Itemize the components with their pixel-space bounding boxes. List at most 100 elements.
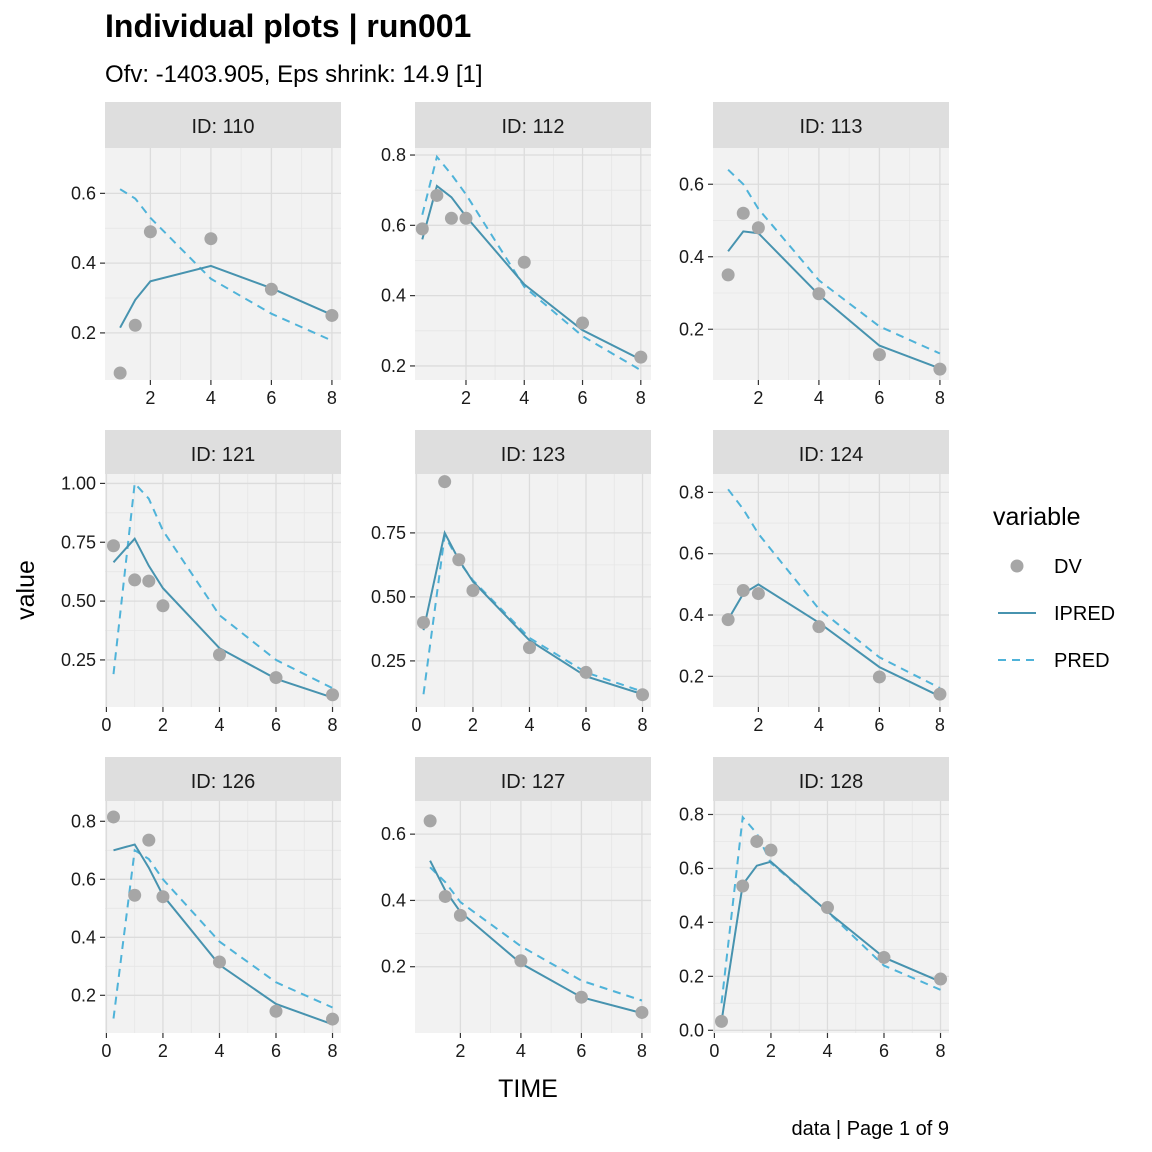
y-tick-label: 0.2 bbox=[381, 356, 406, 376]
facet-strip bbox=[415, 430, 651, 474]
dv-point bbox=[751, 587, 765, 601]
dv-point bbox=[113, 366, 127, 380]
x-tick-label: 2 bbox=[753, 715, 763, 735]
x-tick-label: 6 bbox=[578, 388, 588, 408]
x-tick-label: 8 bbox=[935, 715, 945, 735]
legend-item-pred: PRED bbox=[998, 650, 1110, 672]
dv-point bbox=[269, 671, 283, 685]
dv-point bbox=[750, 834, 764, 848]
y-axis-title: value bbox=[12, 560, 40, 620]
dv-point bbox=[416, 616, 430, 630]
legend-item-ipred: IPRED bbox=[998, 603, 1115, 625]
y-tick-label: 0.2 bbox=[381, 957, 406, 977]
x-tick-label: 4 bbox=[516, 1041, 526, 1061]
facet-strip-label: ID: 123 bbox=[501, 444, 565, 466]
y-tick-label: 0.4 bbox=[679, 605, 704, 625]
facet-panel: ID: 121 0 2 4 6 8 0.25 0.50 0.75 1.00 bbox=[61, 430, 341, 735]
facet-strip bbox=[415, 757, 651, 801]
x-tick-label: 4 bbox=[214, 1041, 224, 1061]
dv-point bbox=[142, 833, 156, 847]
dv-point bbox=[128, 318, 142, 332]
facet-panel: ID: 110 2 4 6 8 0.2 0.4 0.6 bbox=[71, 102, 341, 408]
dv-point bbox=[444, 211, 458, 225]
dv-point bbox=[933, 687, 947, 701]
dv-point bbox=[415, 222, 429, 236]
dv-point bbox=[466, 584, 480, 597]
dv-point bbox=[714, 1014, 728, 1028]
x-tick-label: 8 bbox=[638, 715, 648, 735]
facet-strip-label: ID: 121 bbox=[191, 444, 255, 466]
facet-strip bbox=[105, 102, 341, 148]
x-tick-label: 2 bbox=[158, 1041, 168, 1061]
x-tick-label: 6 bbox=[271, 715, 281, 735]
caption: data | Page 1 of 9 bbox=[791, 1118, 949, 1140]
y-tick-label: 0.8 bbox=[679, 804, 704, 824]
y-tick-label: 0.4 bbox=[71, 927, 96, 947]
x-tick-label: 2 bbox=[158, 715, 168, 735]
dv-point bbox=[212, 955, 226, 969]
panel-background bbox=[415, 474, 651, 707]
dv-point bbox=[128, 888, 142, 902]
dv-point bbox=[269, 1004, 283, 1018]
x-tick-label: 8 bbox=[328, 1041, 338, 1061]
y-tick-label: 0.4 bbox=[381, 890, 406, 910]
facet-strip-label: ID: 128 bbox=[799, 771, 863, 793]
facet-strip-label: ID: 110 bbox=[192, 116, 255, 138]
dv-point bbox=[636, 688, 650, 702]
dv-point bbox=[438, 475, 452, 489]
y-tick-label: 0.4 bbox=[381, 286, 406, 306]
dv-point bbox=[736, 584, 750, 597]
legend-item-dv: DV bbox=[1010, 556, 1082, 578]
x-tick-label: 8 bbox=[327, 388, 337, 408]
facet-panel: ID: 126 0 2 4 6 8 0.2 0.4 0.6 0.8 bbox=[71, 757, 341, 1061]
dv-point bbox=[459, 211, 473, 225]
ipred-line bbox=[727, 583, 941, 698]
dv-point bbox=[423, 814, 437, 828]
dv-point bbox=[106, 810, 120, 824]
minor-gridlines bbox=[105, 148, 341, 380]
y-tick-label: 0.8 bbox=[71, 811, 96, 831]
dv-point bbox=[764, 843, 778, 857]
panel-background bbox=[713, 801, 949, 1033]
facet-panel: ID: 123 0 2 4 6 8 0.25 0.50 0.75 bbox=[371, 430, 651, 735]
dv-point bbox=[522, 641, 536, 655]
ipred-line bbox=[727, 230, 941, 370]
facet-strip bbox=[713, 430, 949, 474]
y-tick-label: 0.6 bbox=[381, 215, 406, 235]
dv-point bbox=[204, 232, 218, 246]
x-tick-label: 6 bbox=[581, 715, 591, 735]
pred-line bbox=[112, 848, 333, 1019]
ipred-line bbox=[119, 264, 333, 329]
dv-point bbox=[326, 1012, 340, 1026]
y-tick-label: 0.50 bbox=[371, 587, 406, 607]
x-tick-label: 6 bbox=[271, 1041, 281, 1061]
dv-point bbox=[142, 574, 156, 588]
y-tick-label: 0.6 bbox=[679, 544, 704, 564]
y-tick-label: 0.2 bbox=[679, 666, 704, 686]
y-tick-label: 0.2 bbox=[71, 985, 96, 1005]
dv-point bbox=[143, 225, 157, 239]
dv-point bbox=[933, 362, 947, 376]
x-tick-label: 0 bbox=[101, 715, 111, 735]
facet-panel: ID: 128 0 2 4 6 8 0.0 0.2 0.4 0.6 0.8 bbox=[679, 757, 949, 1061]
y-tick-label: 0.8 bbox=[381, 145, 406, 165]
pred-line bbox=[421, 154, 642, 372]
dv-point bbox=[156, 890, 170, 904]
x-tick-label: 8 bbox=[328, 715, 338, 735]
x-tick-label: 4 bbox=[814, 715, 824, 735]
panel-background bbox=[105, 801, 341, 1033]
y-tick-label: 0.75 bbox=[61, 532, 96, 552]
dv-point bbox=[877, 950, 891, 964]
minor-gridlines bbox=[415, 148, 651, 380]
y-tick-label: 1.00 bbox=[61, 473, 96, 493]
chart-subtitle: Ofv: -1403.905, Eps shrink: 14.9 [1] bbox=[105, 61, 483, 88]
facet-strip-label: ID: 113 bbox=[800, 116, 863, 138]
dv-point bbox=[579, 665, 593, 679]
dv-point bbox=[325, 308, 339, 322]
x-tick-label: 0 bbox=[709, 1041, 719, 1061]
x-tick-label: 2 bbox=[753, 388, 763, 408]
dv-point bbox=[326, 688, 340, 702]
y-tick-label: 0.25 bbox=[61, 650, 96, 670]
facet-strip bbox=[105, 757, 341, 801]
